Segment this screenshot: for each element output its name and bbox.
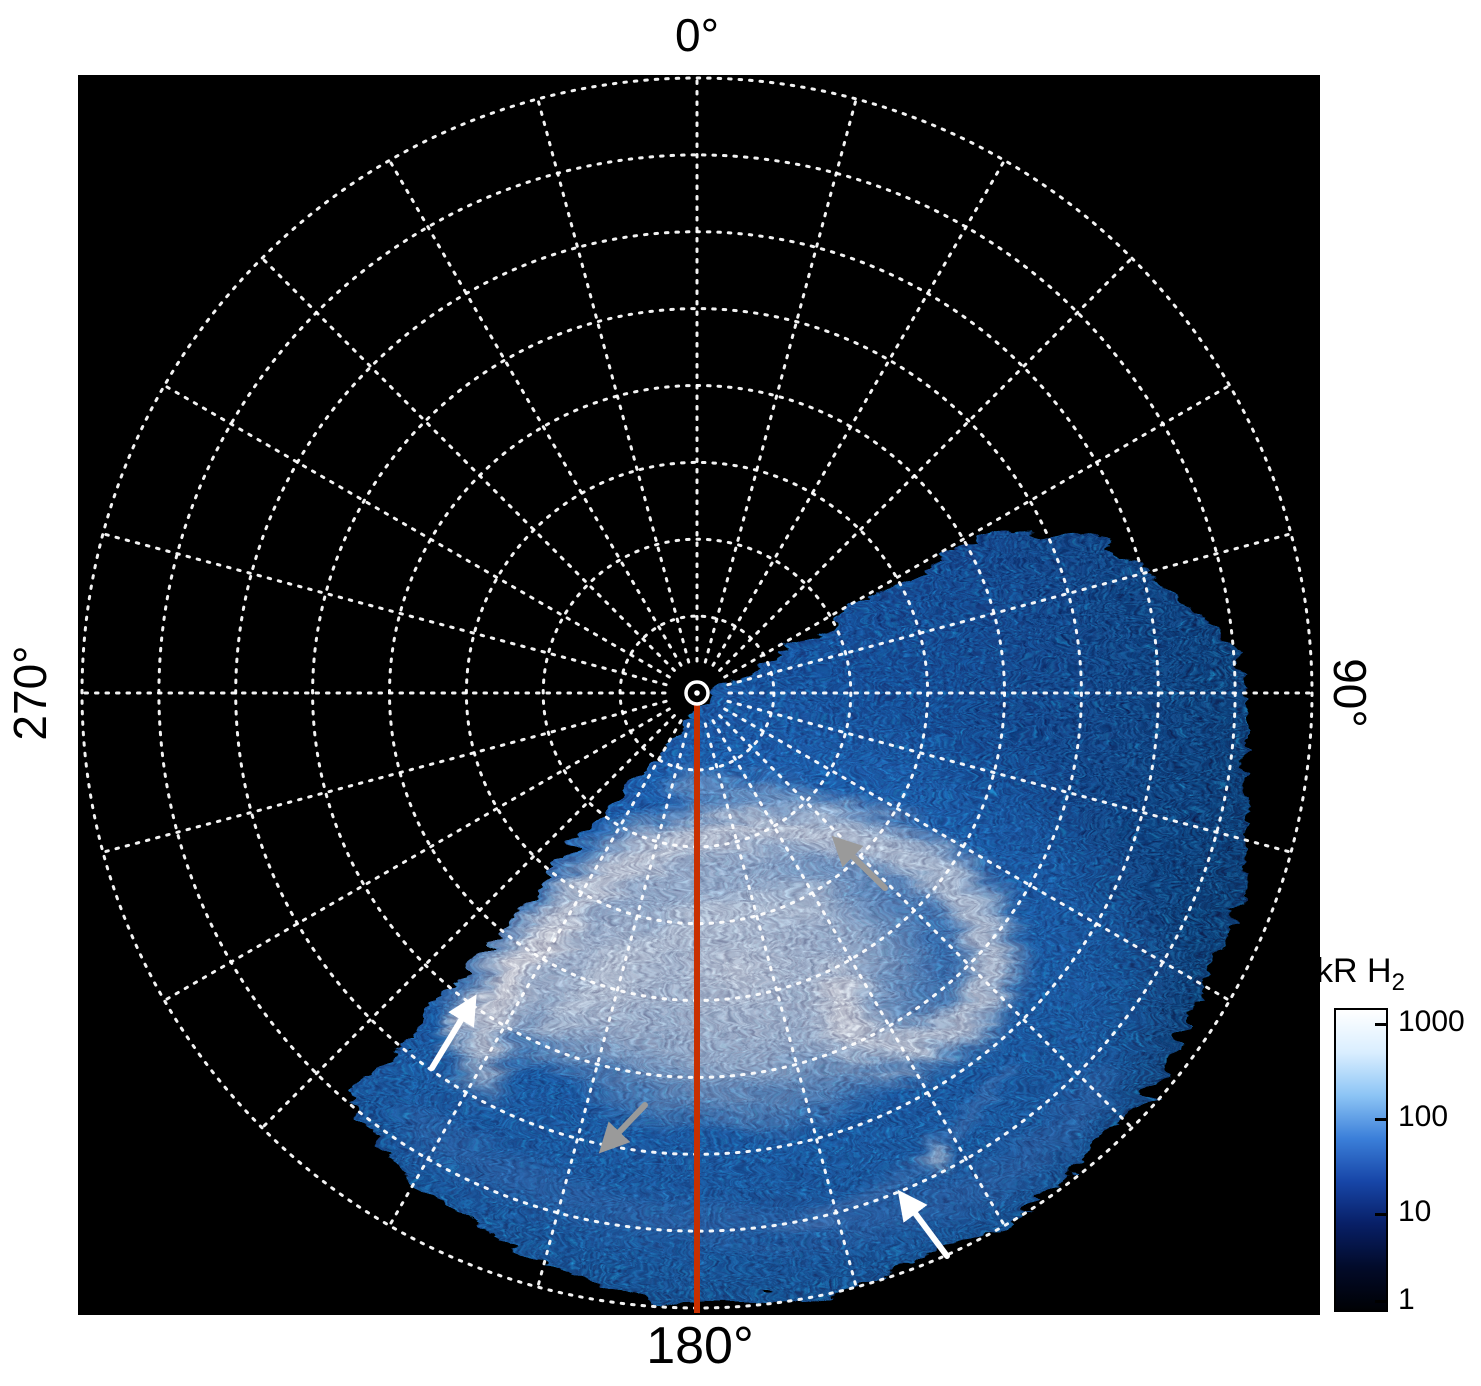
- polar-grid-radial-line: [388, 158, 683, 667]
- pole-marker-dot: [694, 690, 700, 696]
- colorbar-title: kR H2: [1316, 952, 1405, 997]
- polar-grid-radial-line: [723, 707, 1232, 1002]
- polar-grid-radial-line: [718, 256, 1134, 672]
- white-arrow-bottom-right: [897, 1189, 950, 1259]
- polar-grid-radial-line: [703, 722, 858, 1289]
- polar-grid-radial-line: [162, 384, 671, 679]
- colorbar-tickmark-10: [1375, 1213, 1386, 1216]
- white-arrow-left: [429, 994, 477, 1071]
- gray-arrow-lower: [598, 1102, 648, 1154]
- polar-grid-radial-line: [260, 714, 676, 1130]
- polar-grid-radial-line: [101, 532, 668, 687]
- polar-plot-svg: [80, 76, 1314, 1313]
- colorbar-tick-label-1: 1: [1398, 1283, 1415, 1316]
- angle-label-180: 180°: [646, 1317, 754, 1375]
- polar-grid-radial-line: [711, 719, 1006, 1228]
- polar-grid-radial-line: [536, 722, 691, 1289]
- colorbar-tickmark-1: [1375, 1300, 1386, 1303]
- colorbar-tickmark-100: [1375, 1118, 1386, 1121]
- polar-grid-radial-line: [101, 699, 668, 854]
- angle-label-270: 270°: [4, 645, 56, 741]
- colorbar-tickmark-1000: [1375, 1023, 1386, 1026]
- polar-grid-radial-line: [260, 256, 676, 672]
- colorbar-title-sub: 2: [1391, 968, 1405, 996]
- colorbar-tick-label-1000: 1000: [1398, 1005, 1465, 1038]
- polar-grid-circle: [311, 307, 1083, 1079]
- colorbar-title-main: kR H: [1316, 952, 1392, 990]
- colorbar: [1334, 1008, 1388, 1312]
- angle-label-0: 0°: [675, 9, 719, 61]
- polar-grid-radial-line: [723, 384, 1232, 679]
- polar-grid-radial-line: [726, 532, 1293, 687]
- annotation-arrows: [429, 835, 950, 1259]
- colorbar-tick-label-100: 100: [1398, 1100, 1449, 1133]
- polar-grid-radial-line: [703, 97, 858, 664]
- polar-grid: [80, 76, 1314, 1310]
- emission-dark-grain: [339, 528, 1240, 1296]
- polar-grid-radial-line: [711, 158, 1006, 667]
- gray-arrow-upper: [831, 835, 888, 891]
- polar-plot-area: [78, 75, 1320, 1315]
- polar-grid-radial-line: [388, 719, 683, 1228]
- colorbar-tick-label-10: 10: [1398, 1195, 1432, 1228]
- polar-grid-radial-line: [536, 97, 691, 664]
- polar-grid-radial-line: [718, 714, 1134, 1130]
- polar-grid-radial-line: [162, 707, 671, 1002]
- polar-grid-radial-line: [726, 699, 1293, 854]
- angle-label-90: 90°: [1324, 658, 1376, 728]
